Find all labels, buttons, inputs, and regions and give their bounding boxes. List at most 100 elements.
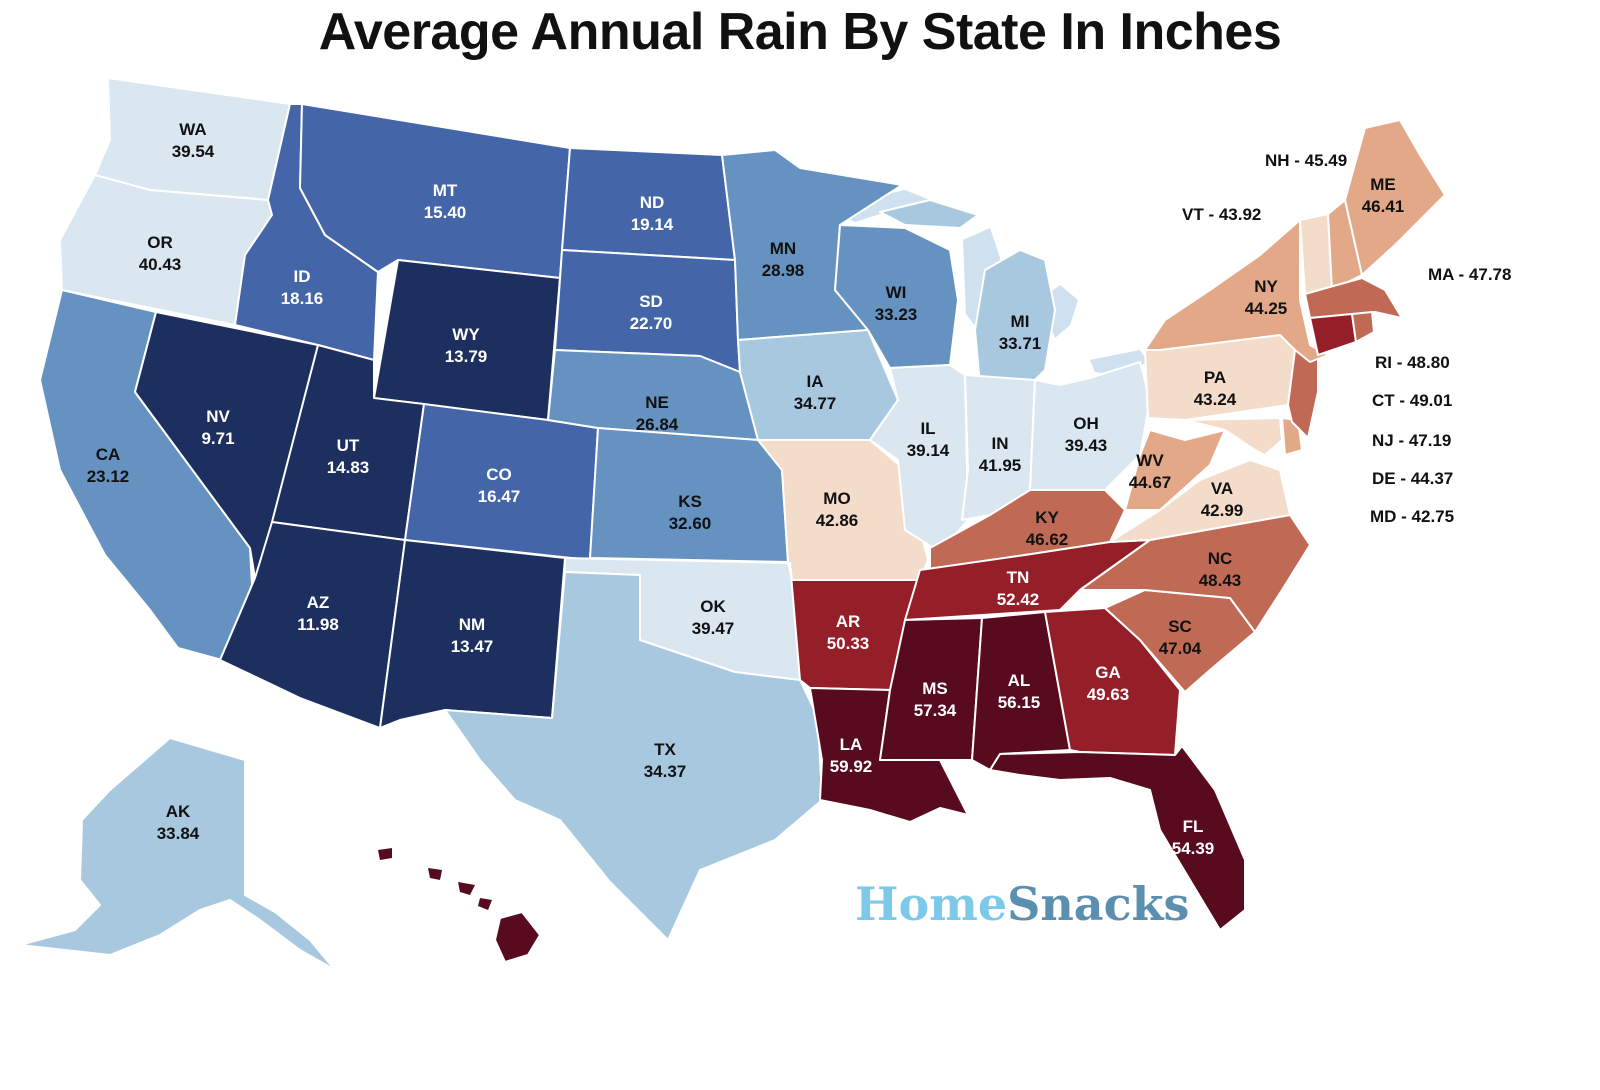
- state-code: OH: [1073, 414, 1099, 433]
- state-code: AZ: [307, 593, 330, 612]
- state-label-ga: GA 49.63: [1087, 663, 1130, 704]
- state-code: ME: [1370, 175, 1396, 194]
- state-label-ne: NE 26.84: [636, 393, 679, 434]
- state-code: SC: [1168, 617, 1192, 636]
- state-label-or: OR 40.43: [139, 233, 182, 274]
- state-label-tn: TN 52.42: [997, 568, 1040, 609]
- state-code: AL: [1008, 671, 1031, 690]
- state-WA[interactable]: [94, 77, 291, 201]
- state-MI[interactable]: [879, 199, 1056, 386]
- state-label-ny: NY 44.25: [1245, 277, 1288, 318]
- state-code: IN: [992, 434, 1009, 453]
- state-TX[interactable]: [444, 571, 823, 941]
- state-label-hi: HI 56.05: [559, 926, 602, 967]
- svg-text:HomeSnacks: HomeSnacks: [855, 877, 1189, 931]
- state-code: WA: [179, 120, 206, 139]
- state-label-fl: FL 54.39: [1172, 817, 1215, 858]
- state-code: KS: [678, 492, 702, 511]
- state-value: 15.40: [424, 203, 467, 222]
- state-value: 46.41: [1362, 197, 1405, 216]
- state-value: 42.86: [816, 511, 859, 530]
- state-value: 50.33: [827, 634, 870, 653]
- state-label-mn: MN 28.98: [762, 239, 805, 280]
- state-IL[interactable]: [869, 364, 969, 553]
- state-label-in: IN 41.95: [979, 434, 1022, 475]
- state-MD[interactable]: [1184, 417, 1283, 456]
- state-code: UT: [337, 436, 360, 455]
- state-value: 39.43: [1065, 436, 1108, 455]
- state-code: PA: [1204, 368, 1226, 387]
- state-ME[interactable]: [1344, 119, 1446, 276]
- state-code: IA: [807, 372, 824, 391]
- state-code: OK: [700, 597, 726, 616]
- logo-part-snacks: Snacks: [1007, 877, 1189, 931]
- state-label-mi: MI 33.71: [999, 312, 1042, 353]
- state-WV[interactable]: [1124, 429, 1226, 511]
- state-code: WY: [452, 325, 480, 344]
- state-AK[interactable]: [19, 737, 336, 971]
- callout-label-de: DE - 44.37: [1372, 469, 1453, 488]
- state-code: NC: [1208, 549, 1233, 568]
- state-label-nc: NC 48.43: [1199, 549, 1242, 590]
- state-value: 23.12: [87, 467, 130, 486]
- state-value: 39.47: [692, 619, 735, 638]
- state-label-tx: TX 34.37: [644, 740, 687, 781]
- callout-label-ri: RI - 48.80: [1375, 353, 1450, 372]
- external-labels-layer: NH - 45.49 VT - 43.92 MA - 47.78 RI - 48.80…: [1182, 151, 1511, 526]
- state-RI[interactable]: [1351, 311, 1375, 343]
- state-value: 52.42: [997, 590, 1040, 609]
- state-value: 9.71: [201, 429, 234, 448]
- state-value: 14.83: [327, 458, 370, 477]
- state-value: 41.95: [979, 456, 1022, 475]
- state-code: LA: [840, 735, 863, 754]
- state-code: ID: [294, 267, 311, 286]
- state-label-ia: IA 34.77: [794, 372, 837, 413]
- state-value: 46.62: [1026, 530, 1069, 549]
- state-label-il: IL 39.14: [907, 419, 950, 460]
- state-value: 49.63: [1087, 685, 1130, 704]
- state-label-id: ID 18.16: [281, 267, 324, 308]
- state-value: 19.14: [631, 215, 674, 234]
- state-code: IL: [920, 419, 935, 438]
- callout-label-md: MD - 42.75: [1370, 507, 1454, 526]
- state-value: 11.98: [297, 615, 339, 634]
- callout-label-nh: NH - 45.49: [1265, 151, 1347, 170]
- state-value: 16.47: [478, 487, 521, 506]
- state-FL[interactable]: [989, 745, 1246, 931]
- state-code: FL: [1183, 817, 1204, 836]
- state-value: 34.77: [794, 394, 837, 413]
- state-label-nd: ND 19.14: [631, 193, 674, 234]
- state-CT[interactable]: [1309, 313, 1357, 356]
- state-code: HI: [572, 926, 589, 945]
- state-value: 42.99: [1201, 501, 1244, 520]
- callout-label-vt: VT - 43.92: [1182, 205, 1261, 224]
- state-label-la: LA 59.92: [830, 735, 873, 776]
- state-labels-layer: WA 39.54 OR 40.43 CA 23.12 NV 9.71 ID 18.16 MT 15.4…: [87, 120, 1405, 967]
- state-value: 59.92: [830, 757, 873, 776]
- state-code: CA: [96, 445, 121, 464]
- state-code: VA: [1211, 479, 1233, 498]
- state-value: 26.84: [636, 415, 679, 434]
- state-NM[interactable]: [379, 539, 566, 729]
- state-value: 33.71: [999, 334, 1042, 353]
- state-VT[interactable]: [1299, 213, 1333, 295]
- state-HI[interactable]: [494, 911, 541, 963]
- state-label-ar: AR 50.33: [827, 612, 870, 653]
- callout-label-nj: NJ - 47.19: [1372, 431, 1451, 450]
- state-code: GA: [1095, 663, 1121, 682]
- state-code: MN: [770, 239, 796, 258]
- logo-part-home: Home: [855, 877, 1007, 931]
- state-value: 13.79: [445, 347, 488, 366]
- state-value: 43.24: [1194, 390, 1237, 409]
- state-label-va: VA 42.99: [1201, 479, 1244, 520]
- state-label-ut: UT 14.83: [327, 436, 370, 477]
- map-title: Average Annual Rain By State In Inches: [318, 3, 1282, 61]
- state-label-sc: SC 47.04: [1159, 617, 1202, 658]
- state-NC[interactable]: [1079, 514, 1311, 633]
- state-label-sd: SD 22.70: [630, 292, 673, 333]
- state-label-ky: KY 46.62: [1026, 508, 1069, 549]
- state-code: ND: [640, 193, 665, 212]
- state-NY[interactable]: [1144, 219, 1329, 363]
- state-code: TX: [654, 740, 676, 759]
